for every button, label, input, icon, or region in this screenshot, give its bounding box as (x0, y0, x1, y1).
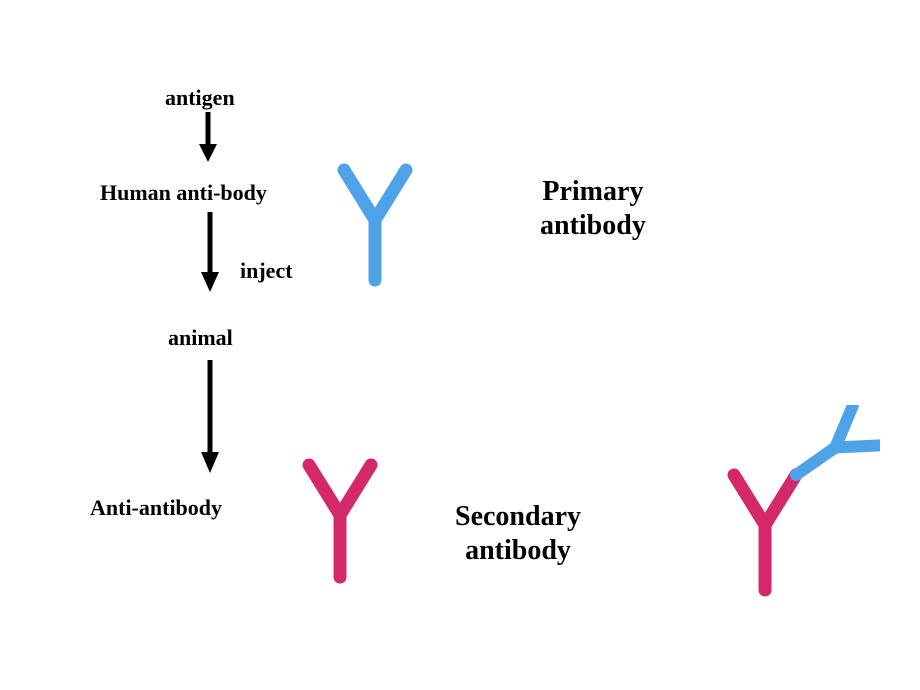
secondary-line1: Secondary antibody (455, 501, 581, 566)
secondary-antibody-icon (295, 455, 385, 585)
arrow-2 (197, 212, 227, 297)
animal-label: animal (168, 325, 233, 351)
antigen-label: antigen (165, 85, 235, 111)
human-antibody-label: Human anti-body (100, 180, 267, 206)
primary-antibody-icon (330, 160, 420, 290)
inject-label: inject (240, 258, 293, 284)
primary-line1: Primary antibody (540, 176, 646, 241)
arrow-3 (197, 360, 227, 478)
anti-antibody-label: Anti-antibody (90, 495, 222, 521)
arrow-1 (195, 112, 225, 167)
bound-complex-icon (680, 405, 880, 605)
secondary-antibody-label: Secondary antibody (455, 500, 581, 567)
primary-antibody-label: Primary antibody (540, 175, 646, 242)
